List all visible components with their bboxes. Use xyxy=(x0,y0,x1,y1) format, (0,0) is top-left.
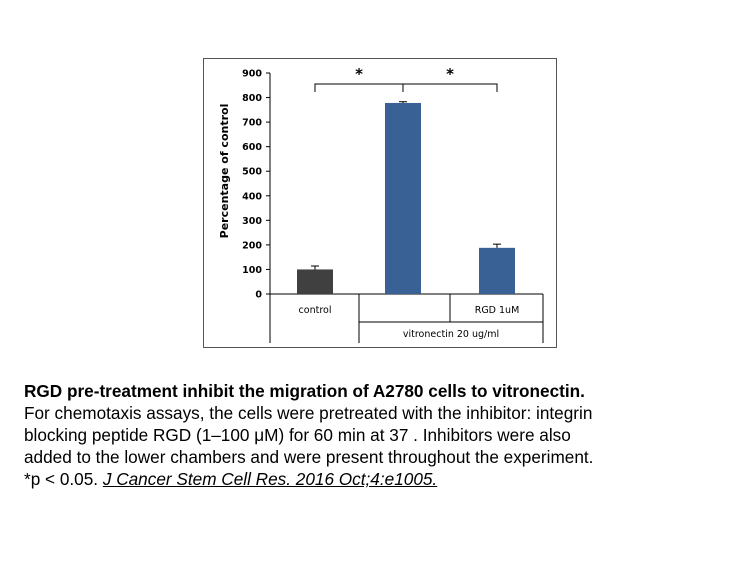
bar-3 xyxy=(479,247,515,294)
y-tick-label: 100 xyxy=(242,265,262,276)
significance-bracket-2 xyxy=(402,83,498,92)
y-tick-label: 0 xyxy=(255,290,262,301)
caption-line-1: For chemotaxis assays, the cells were pr… xyxy=(24,403,593,423)
bars xyxy=(297,102,515,294)
significance-brackets: * * xyxy=(314,65,498,92)
x-label-vitronectin: vitronectin 20 ug/ml xyxy=(403,329,499,340)
p-value-note: *p < 0.05. xyxy=(24,469,103,489)
x-label-rgd: RGD 1uM xyxy=(475,305,520,316)
figure-caption: RGD pre-treatment inhibit the migration … xyxy=(24,380,750,490)
significance-bracket-1 xyxy=(314,83,404,92)
x-label-control: control xyxy=(299,305,332,316)
significance-star-2: * xyxy=(446,65,454,83)
y-ticks: 0 100 200 300 400 500 600 700 800 900 xyxy=(242,69,270,301)
y-tick-label: 200 xyxy=(242,240,262,251)
y-tick-label: 500 xyxy=(242,167,262,178)
error-bars xyxy=(311,101,501,270)
y-axis-label: Percentage of control xyxy=(218,104,231,239)
caption-title: RGD pre-treatment inhibit the migration … xyxy=(24,381,585,401)
figure-border xyxy=(203,58,557,348)
y-tick-label: 300 xyxy=(242,216,262,227)
bar-2 xyxy=(385,102,421,294)
bar-1 xyxy=(297,269,333,294)
caption-line-3: added to the lower chambers and were pre… xyxy=(24,447,594,467)
y-tick-label: 400 xyxy=(242,191,262,202)
citation-link[interactable]: J Cancer Stem Cell Res. 2016 Oct;4:e1005… xyxy=(102,469,438,489)
chart-figure: 0 100 200 300 400 500 600 700 800 900 * * control R… xyxy=(203,58,557,348)
y-tick-label: 900 xyxy=(242,69,262,80)
category-table: control RGD 1uM vitronectin 20 ug/ml xyxy=(269,294,544,343)
y-tick-label: 600 xyxy=(242,142,262,153)
y-tick-label: 700 xyxy=(242,118,262,129)
caption-line-4: *p < 0.05. J Cancer Stem Cell Res. 2016 … xyxy=(24,468,750,490)
y-tick-label: 800 xyxy=(242,93,262,104)
significance-star-1: * xyxy=(355,65,363,83)
caption-line-2: blocking peptide RGD (1–100 μM) for 60 m… xyxy=(24,425,571,445)
